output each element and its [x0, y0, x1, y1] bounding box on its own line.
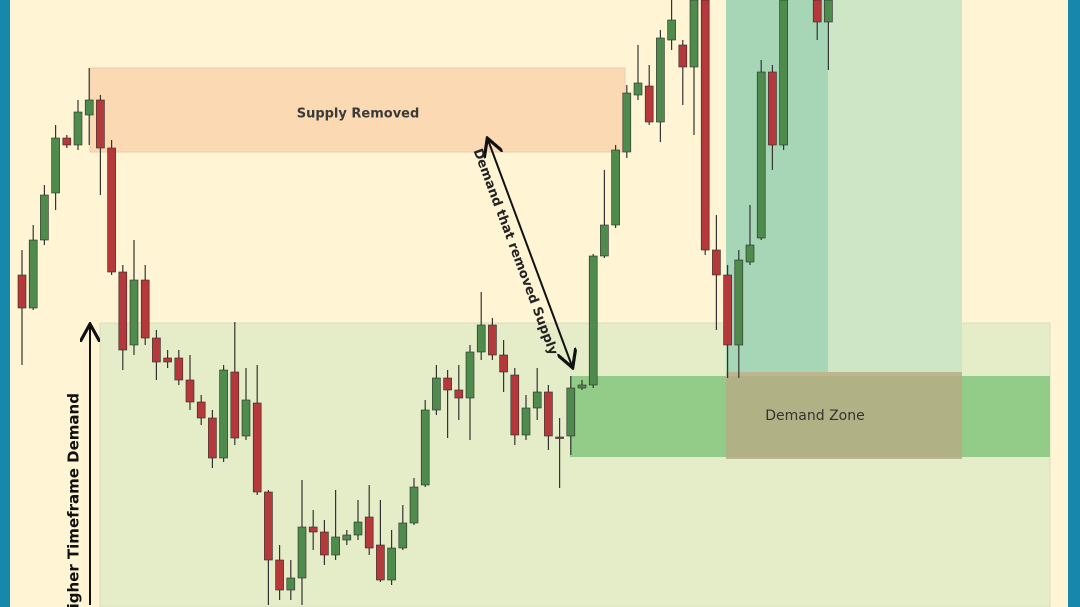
- candle-body: [667, 19, 676, 41]
- candle-body: [812, 0, 822, 23]
- candle-body: [488, 324, 497, 356]
- candle-body: [152, 337, 161, 363]
- supply-label: Supply Removed: [297, 107, 420, 122]
- candle-body: [297, 526, 307, 579]
- candle-body: [420, 409, 430, 486]
- candle-body: [140, 279, 150, 339]
- candle-body: [454, 389, 464, 399]
- candle-body: [208, 417, 217, 459]
- candle-body: [107, 147, 116, 273]
- target-zone-light: [828, 0, 962, 372]
- candle-body: [476, 324, 486, 353]
- candle-body: [689, 0, 699, 68]
- candle-body: [656, 37, 665, 123]
- candle-body: [465, 351, 475, 399]
- candle-body: [588, 255, 598, 386]
- candle-body: [163, 357, 172, 363]
- border: [0, 0, 10, 607]
- candle-body: [51, 137, 60, 194]
- candle-body: [73, 111, 83, 146]
- candle-body: [252, 402, 262, 493]
- candle-body: [745, 244, 755, 263]
- candle-body: [510, 374, 520, 436]
- stop-zone: [726, 372, 962, 459]
- candle-body: [499, 354, 508, 373]
- candle-body: [17, 274, 27, 309]
- candle-body: [185, 379, 195, 403]
- candle-body: [432, 377, 441, 411]
- candle-body: [96, 99, 105, 149]
- candle-body: [241, 399, 251, 437]
- candle-body: [308, 526, 318, 533]
- candle-body: [286, 577, 296, 591]
- candle-body: [633, 82, 643, 96]
- candle-body: [129, 279, 139, 346]
- candle-body: [779, 0, 788, 146]
- demand-label: Demand Zone: [765, 408, 864, 424]
- candle-body: [62, 137, 72, 146]
- candle-body: [409, 486, 419, 524]
- candle-body: [521, 407, 531, 436]
- candle-body: [555, 436, 564, 439]
- candle-body: [398, 522, 408, 549]
- candle-body: [756, 71, 766, 239]
- candle-body: [364, 516, 374, 549]
- candle-body: [532, 391, 542, 409]
- candle-body: [376, 544, 385, 581]
- candle-body: [264, 491, 273, 561]
- candle-body: [611, 149, 620, 226]
- candle-body: [387, 547, 396, 581]
- candle-body: [723, 274, 732, 346]
- candle-body: [331, 536, 340, 556]
- candle-body: [320, 531, 329, 556]
- candle-body: [118, 271, 128, 351]
- candle-body: [712, 249, 721, 276]
- arrow: [488, 140, 572, 366]
- candle-body: [219, 369, 228, 459]
- candle-body: [566, 387, 576, 437]
- htf-label: Higher Timeframe Demand: [65, 393, 83, 607]
- candles: [17, 0, 833, 605]
- candle-body: [824, 0, 833, 23]
- candle-body: [275, 559, 284, 591]
- candle-body: [644, 85, 654, 123]
- candle-body: [678, 44, 688, 68]
- candle-body: [174, 357, 184, 381]
- candle-body: [600, 224, 609, 257]
- candle-body: [443, 377, 452, 391]
- candle-body: [84, 99, 94, 116]
- candle-body: [353, 521, 363, 536]
- candle-body: [577, 384, 587, 389]
- candle-body: [28, 239, 38, 309]
- candle-body: [544, 391, 553, 437]
- candle-body: [196, 401, 206, 419]
- candle-body: [622, 92, 632, 153]
- border: [1068, 0, 1080, 607]
- candle-body: [734, 259, 744, 346]
- candle-body: [230, 371, 240, 439]
- candle-body: [700, 0, 710, 251]
- candle-body: [40, 194, 49, 241]
- candle-body: [342, 534, 352, 541]
- candle-body: [768, 71, 777, 146]
